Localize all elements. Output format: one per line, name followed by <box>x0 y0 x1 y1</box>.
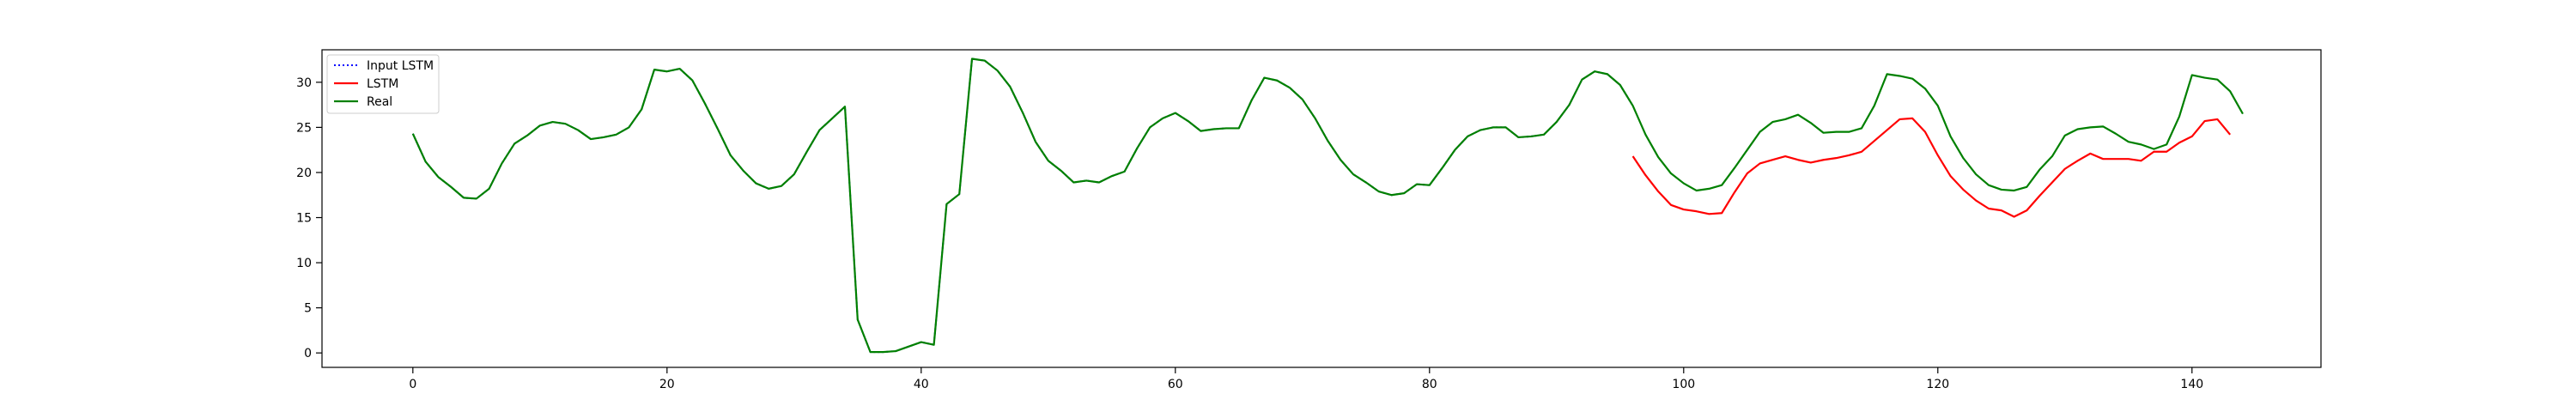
series-line-real <box>411 58 2244 354</box>
y-tick-label: 0 <box>304 347 312 360</box>
legend-label-real: Real <box>367 95 392 109</box>
x-tick-label: 20 <box>659 378 675 391</box>
y-tick-label: 20 <box>296 167 312 180</box>
x-tick-label: 140 <box>2180 378 2203 391</box>
series-layer <box>411 58 2244 354</box>
legend: Input LSTM LSTM Real <box>326 54 440 114</box>
legend-box <box>326 54 440 114</box>
plot-frame <box>321 49 2322 368</box>
legend-label-input-lstm: Input LSTM <box>367 59 434 73</box>
plot-area <box>322 50 2321 367</box>
series-line-lstm <box>1631 117 2232 218</box>
y-tick-label: 25 <box>296 121 312 135</box>
y-tick-label: 15 <box>296 212 312 226</box>
y-tick-label: 30 <box>296 76 312 90</box>
x-tick-label: 40 <box>914 378 929 391</box>
tick-layer: 0 20 40 60 80 100 120 140 0 5 10 15 20 25 30 <box>296 76 2203 391</box>
x-tick-label: 60 <box>1168 378 1183 391</box>
y-tick-label: 10 <box>296 257 312 270</box>
x-tick-label: 80 <box>1422 378 1437 391</box>
legend-label-lstm: LSTM <box>367 77 398 91</box>
x-tick-label: 0 <box>409 378 416 391</box>
x-tick-label: 100 <box>1672 378 1695 391</box>
x-tick-label: 120 <box>1926 378 1949 391</box>
y-tick-label: 5 <box>304 302 312 316</box>
